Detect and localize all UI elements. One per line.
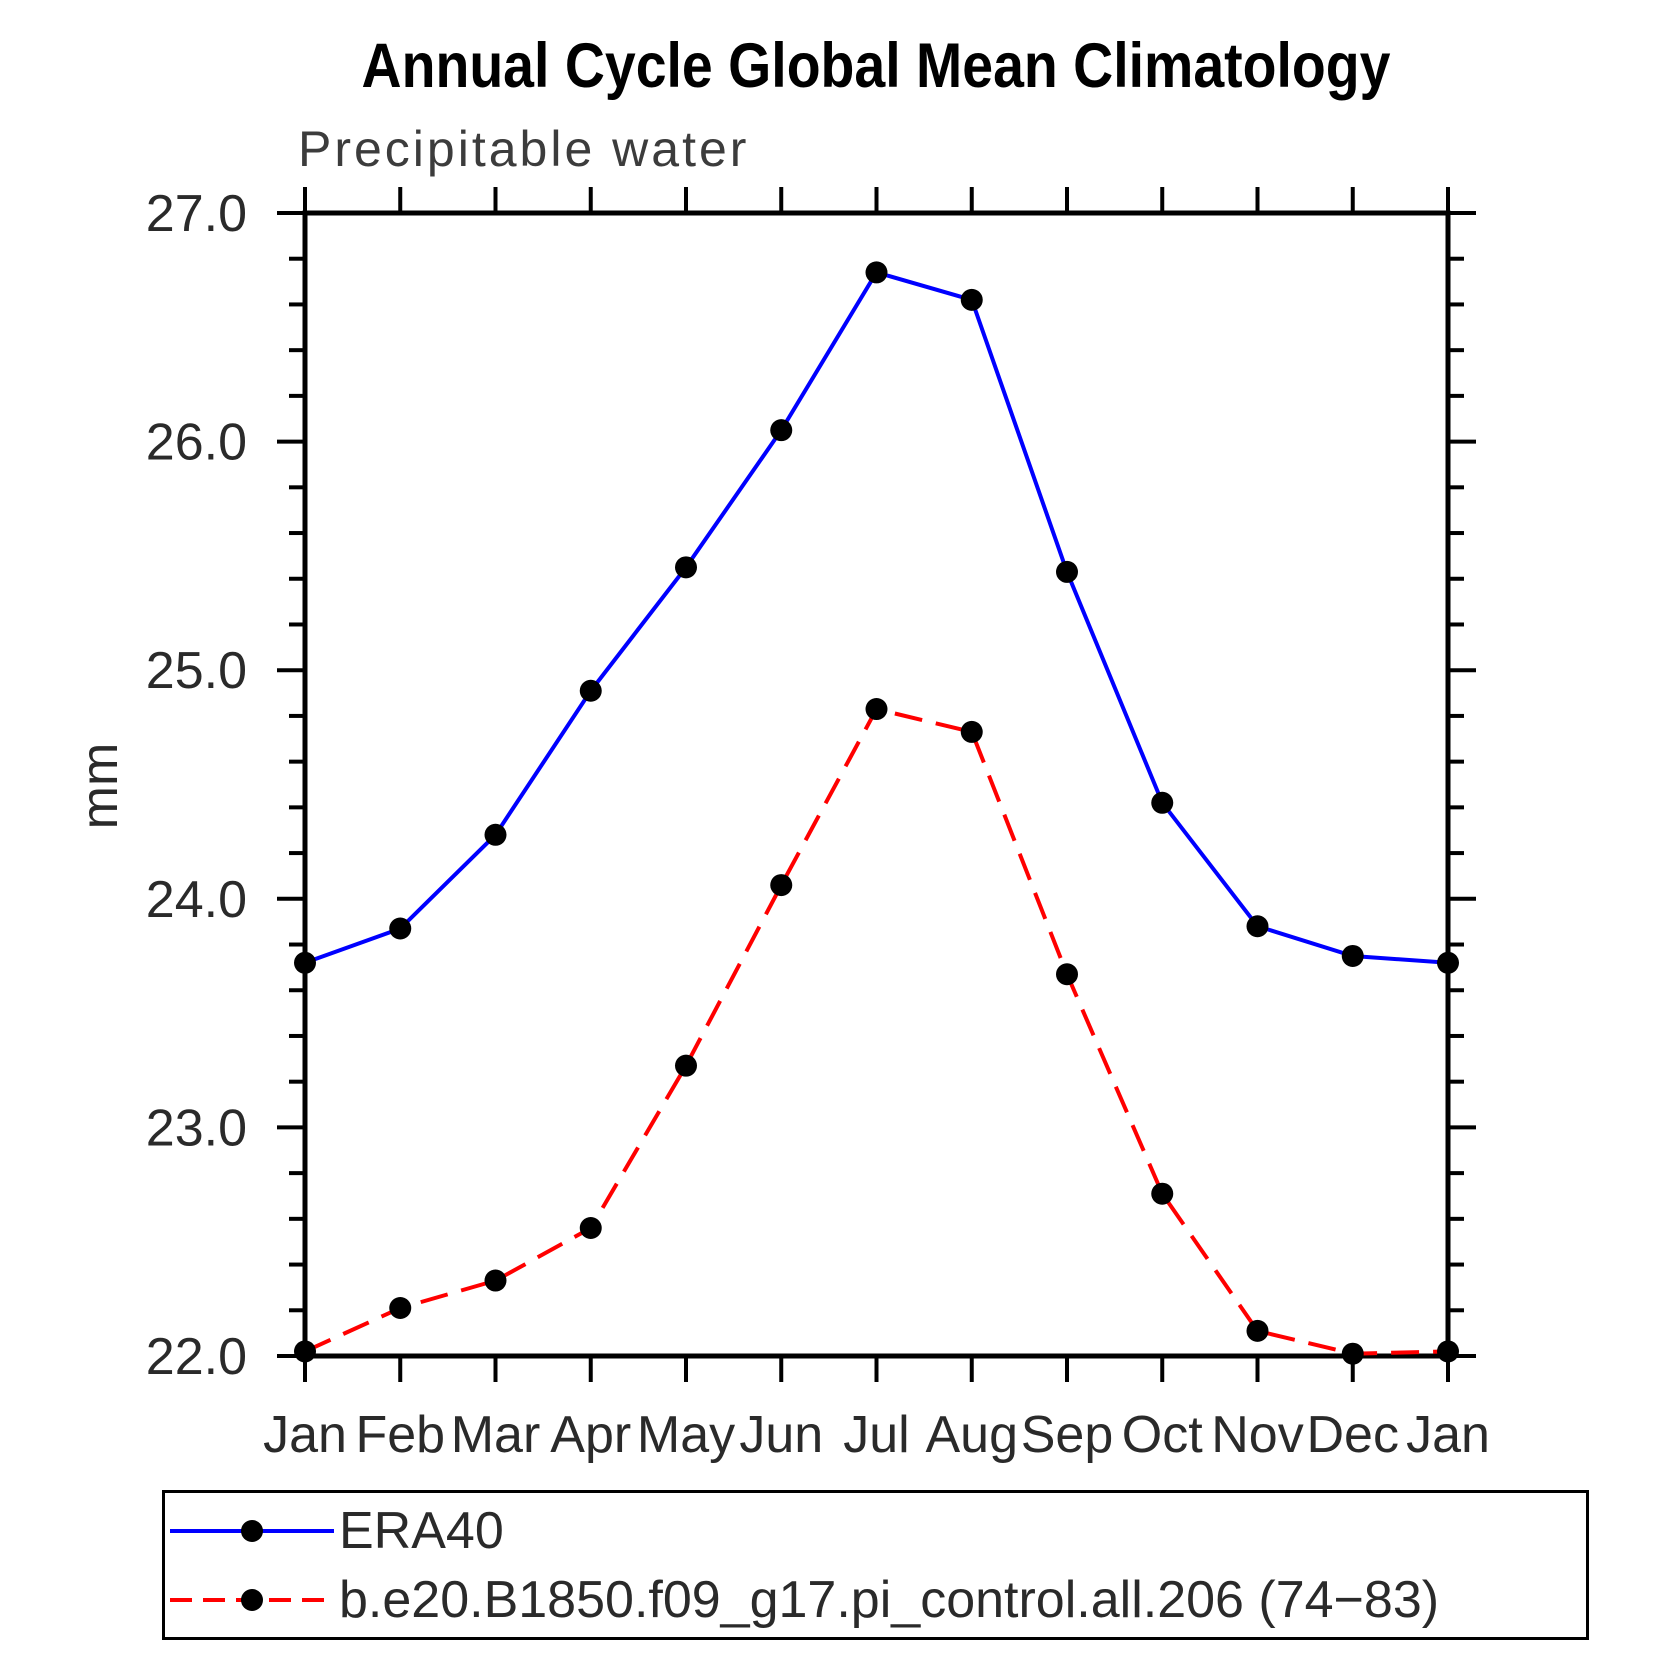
data-point-marker xyxy=(389,1296,412,1319)
data-point-marker xyxy=(579,1216,602,1239)
x-tick-label: Sep xyxy=(1021,1406,1114,1464)
data-point-marker xyxy=(1246,1319,1269,1342)
y-tick-label: 25.0 xyxy=(146,642,247,700)
x-tick-label: Jul xyxy=(843,1406,909,1464)
x-tick-label: Nov xyxy=(1211,1406,1303,1464)
data-point-marker xyxy=(865,261,888,284)
data-point-marker xyxy=(960,720,983,743)
legend-item-model: b.e20.B1850.f09_g17.pi_control.all.206 (… xyxy=(168,1570,1439,1630)
data-point-marker xyxy=(865,698,888,721)
data-point-marker xyxy=(1151,1182,1174,1205)
y-tick-label: 24.0 xyxy=(146,871,247,929)
chart-subtitle: Precipitable water xyxy=(298,121,750,177)
y-tick-label: 23.0 xyxy=(146,1099,247,1157)
x-tick-label: May xyxy=(637,1406,735,1464)
x-tick-label: Oct xyxy=(1122,1406,1203,1464)
chart-title: Annual Cycle Global Mean Climatology xyxy=(361,31,1391,101)
series-line-0 xyxy=(304,270,1449,965)
data-point-marker xyxy=(770,874,793,897)
x-tick-label: Apr xyxy=(550,1406,631,1464)
legend: ERA40 b.e20.B1850.f09_g17.pi_control.all… xyxy=(162,1490,1589,1640)
y-tick-label: 22.0 xyxy=(146,1328,247,1386)
legend-dashed-line-sample-icon xyxy=(170,1589,334,1611)
y-tick-label: 27.0 xyxy=(146,185,247,243)
plot-frame xyxy=(302,210,1451,1359)
x-tick-label: Jun xyxy=(739,1406,823,1464)
legend-solid-line-sample-icon xyxy=(170,1520,334,1542)
data-point-marker xyxy=(770,419,793,442)
data-point-marker xyxy=(1437,951,1459,974)
x-tick-label: Jan xyxy=(1406,1406,1490,1464)
series-line-1 xyxy=(304,706,1449,1356)
data-point-marker xyxy=(294,951,316,974)
data-point-marker xyxy=(484,1269,507,1292)
y-tick-label: 26.0 xyxy=(146,414,247,472)
data-point-marker xyxy=(1056,560,1078,583)
legend-item-era40: ERA40 xyxy=(168,1501,504,1561)
x-tick-label: Aug xyxy=(925,1406,1018,1464)
data-point-marker xyxy=(675,1054,697,1077)
legend-label-era40: ERA40 xyxy=(339,1502,504,1560)
data-point-marker xyxy=(960,288,983,311)
data-point-marker xyxy=(294,1340,316,1363)
x-tick-label: Mar xyxy=(451,1406,541,1464)
data-point-marker xyxy=(1341,1342,1364,1365)
data-point-marker xyxy=(484,823,507,846)
data-point-marker xyxy=(389,917,412,940)
data-point-marker xyxy=(1341,944,1364,967)
data-point-marker xyxy=(1246,915,1269,938)
data-point-marker xyxy=(579,679,602,702)
data-point-marker xyxy=(675,556,697,579)
x-tick-label: Feb xyxy=(355,1406,445,1464)
legend-label-model: b.e20.B1850.f09_g17.pi_control.all.206 (… xyxy=(339,1571,1440,1629)
x-tick-label: Jan xyxy=(263,1406,347,1464)
x-tick-label: Dec xyxy=(1307,1406,1399,1464)
data-point-marker xyxy=(1056,963,1078,986)
data-point-marker xyxy=(1151,791,1174,814)
data-point-marker xyxy=(1437,1340,1459,1363)
